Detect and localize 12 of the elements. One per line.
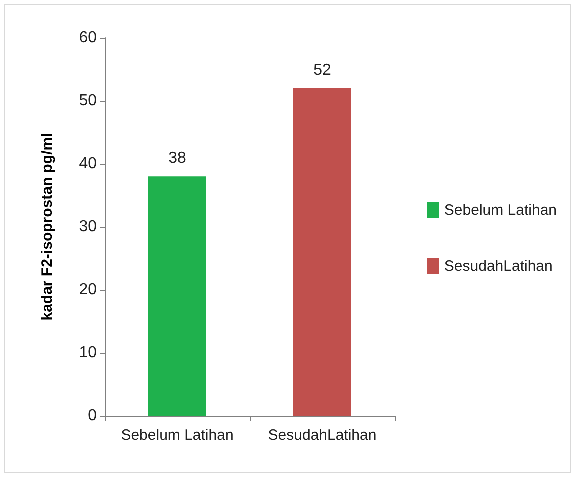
data-label: 38	[168, 150, 186, 168]
y-axis-title: kadar F2-isoprostan pg/ml	[39, 133, 56, 321]
legend-label: Sebelum Latihan	[444, 202, 558, 219]
y-tick-label: 60	[79, 30, 98, 46]
legend-label: SesudahLatihan	[444, 258, 553, 275]
y-tick-label: 30	[79, 218, 98, 236]
y-tick-label: 40	[79, 156, 98, 172]
data-label: 52	[314, 62, 332, 79]
y-tick-label: 0	[88, 408, 98, 424]
y-tick-label: 20	[79, 282, 98, 298]
y-tick-label: 10	[79, 344, 98, 362]
y-tick-label: 50	[79, 92, 98, 110]
